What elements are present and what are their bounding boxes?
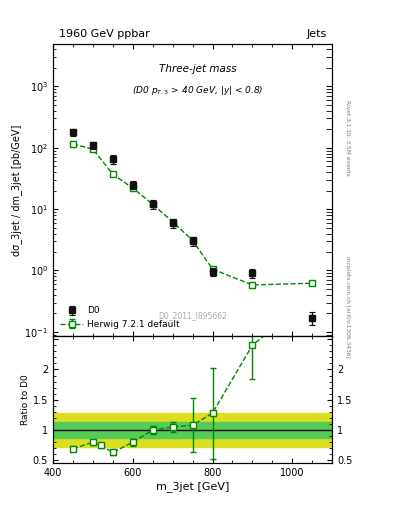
- Legend: D0, Herwig 7.2.1 default: D0, Herwig 7.2.1 default: [57, 304, 183, 332]
- Text: D0_2011_I895662: D0_2011_I895662: [158, 311, 227, 320]
- Text: (D0 $p_{T,3}$ > 40 GeV, $|y|$ < 0.8): (D0 $p_{T,3}$ > 40 GeV, $|y|$ < 0.8): [132, 84, 264, 97]
- Text: Rivet 3.1.10, 3.5M events: Rivet 3.1.10, 3.5M events: [345, 100, 350, 176]
- X-axis label: m_3jet [GeV]: m_3jet [GeV]: [156, 481, 229, 492]
- Text: mcplots.cern.ch [arXiv:1306.3436]: mcplots.cern.ch [arXiv:1306.3436]: [345, 257, 350, 358]
- Y-axis label: dσ_3jet / dm_3jet [pb/GeV]: dσ_3jet / dm_3jet [pb/GeV]: [11, 124, 22, 255]
- Y-axis label: Ratio to D0: Ratio to D0: [21, 374, 30, 425]
- Text: 1960 GeV ppbar: 1960 GeV ppbar: [59, 29, 149, 39]
- Text: Jets: Jets: [306, 29, 327, 39]
- Text: Three-jet mass: Three-jet mass: [159, 64, 237, 74]
